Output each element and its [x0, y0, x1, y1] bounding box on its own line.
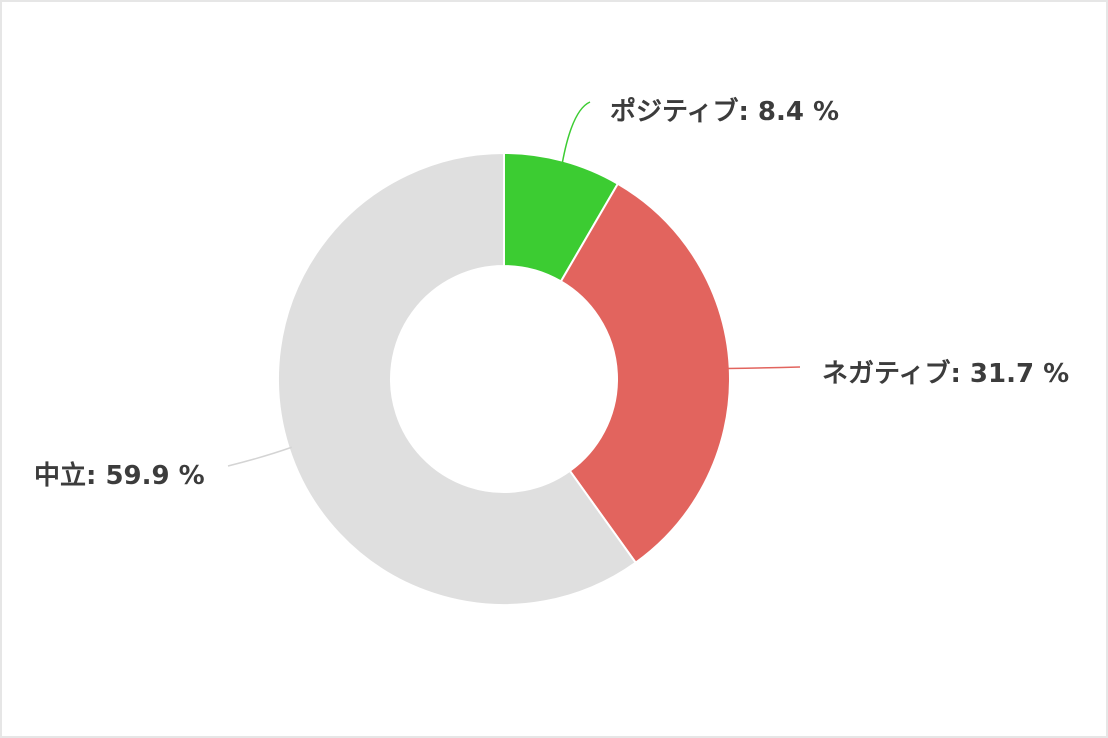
leader-line-2 [227, 446, 292, 467]
slice-label-0: ポジティブ: 8.4 % [610, 96, 839, 127]
labels-layer: ポジティブ: 8.4 % ネガティブ: 31.7 % 中立: 59.9 % [34, 96, 1069, 491]
leader-line-1 [726, 366, 801, 370]
slice-label-1: ネガティブ: 31.7 % [822, 358, 1069, 389]
slices-layer [277, 151, 731, 606]
slice-2[interactable] [277, 151, 638, 606]
slice-label-2: 中立: 59.9 % [34, 460, 205, 491]
leader-line-0 [561, 101, 591, 164]
leader-lines-layer [227, 101, 801, 467]
slice-1[interactable] [559, 182, 731, 565]
